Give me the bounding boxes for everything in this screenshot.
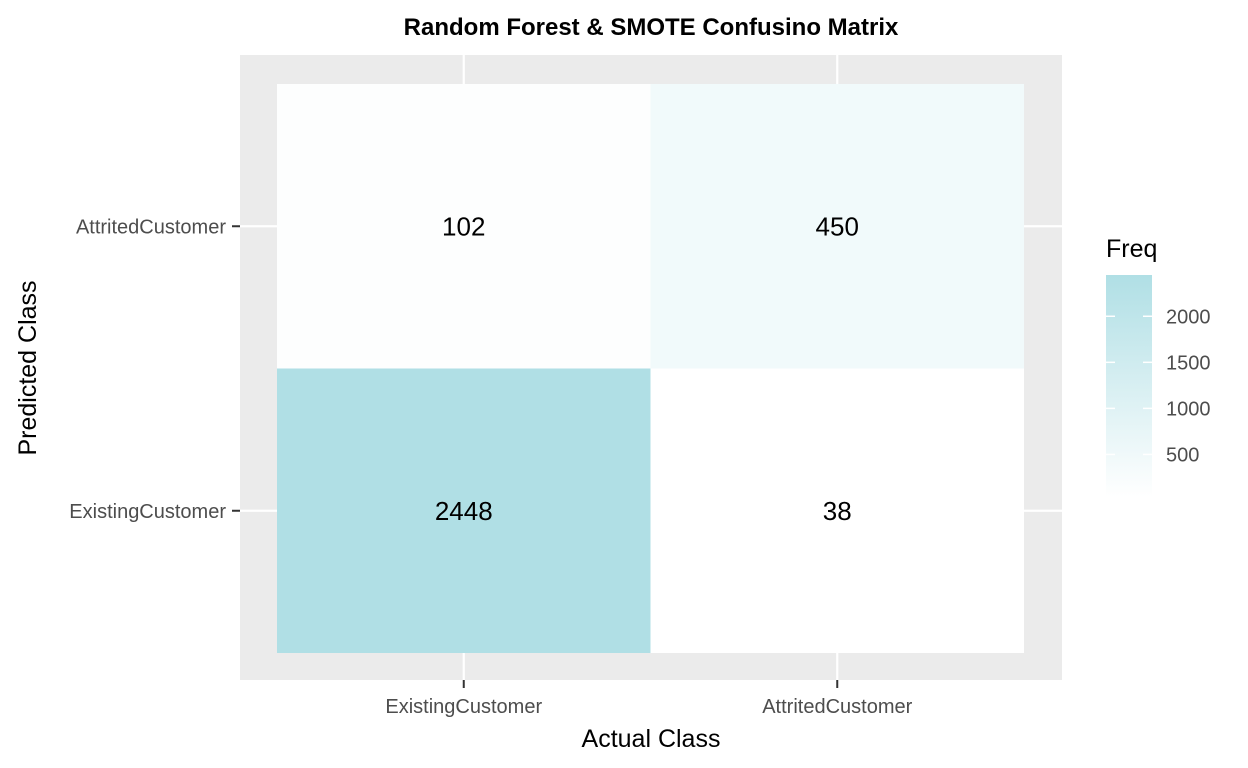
cell-value-label: 450 — [816, 211, 859, 241]
y-tick-label: AttritedCustomer — [76, 216, 226, 238]
y-tick-label: ExistingCustomer — [69, 501, 226, 523]
legend-ticks: 500 1000 1500 2000 — [1106, 306, 1211, 466]
heatmap-cell — [277, 368, 651, 653]
heatmap-cell — [650, 84, 1024, 369]
cell-value-label: 2448 — [435, 496, 493, 526]
cell-labels: 102 450 2448 38 — [435, 211, 859, 526]
heatmap-cell — [277, 84, 651, 369]
x-tick-label: ExistingCustomer — [385, 696, 542, 718]
x-axis-title: Actual Class — [582, 725, 721, 753]
heatmap-cells — [277, 84, 1024, 653]
cell-value-label: 102 — [442, 211, 485, 241]
y-axis: AttritedCustomer ExistingCustomer — [69, 216, 240, 523]
chart-title: Random Forest & SMOTE Confusino Matrix — [404, 14, 899, 41]
legend-tick-label: 1500 — [1166, 352, 1211, 374]
x-axis: ExistingCustomer AttritedCustomer — [385, 680, 913, 718]
y-axis-title: Predicted Class — [14, 280, 42, 455]
legend-colorbar — [1106, 275, 1152, 497]
heatmap-cell — [650, 368, 1024, 653]
cell-value-label: 38 — [823, 496, 852, 526]
legend-tick-label: 500 — [1166, 444, 1199, 466]
legend-tick-label: 2000 — [1166, 306, 1211, 328]
legend-tick-label: 1000 — [1166, 398, 1211, 420]
x-tick-label: AttritedCustomer — [762, 696, 912, 718]
legend: Freq 500 1000 1500 2000 — [1106, 235, 1211, 497]
legend-title: Freq — [1106, 235, 1157, 263]
